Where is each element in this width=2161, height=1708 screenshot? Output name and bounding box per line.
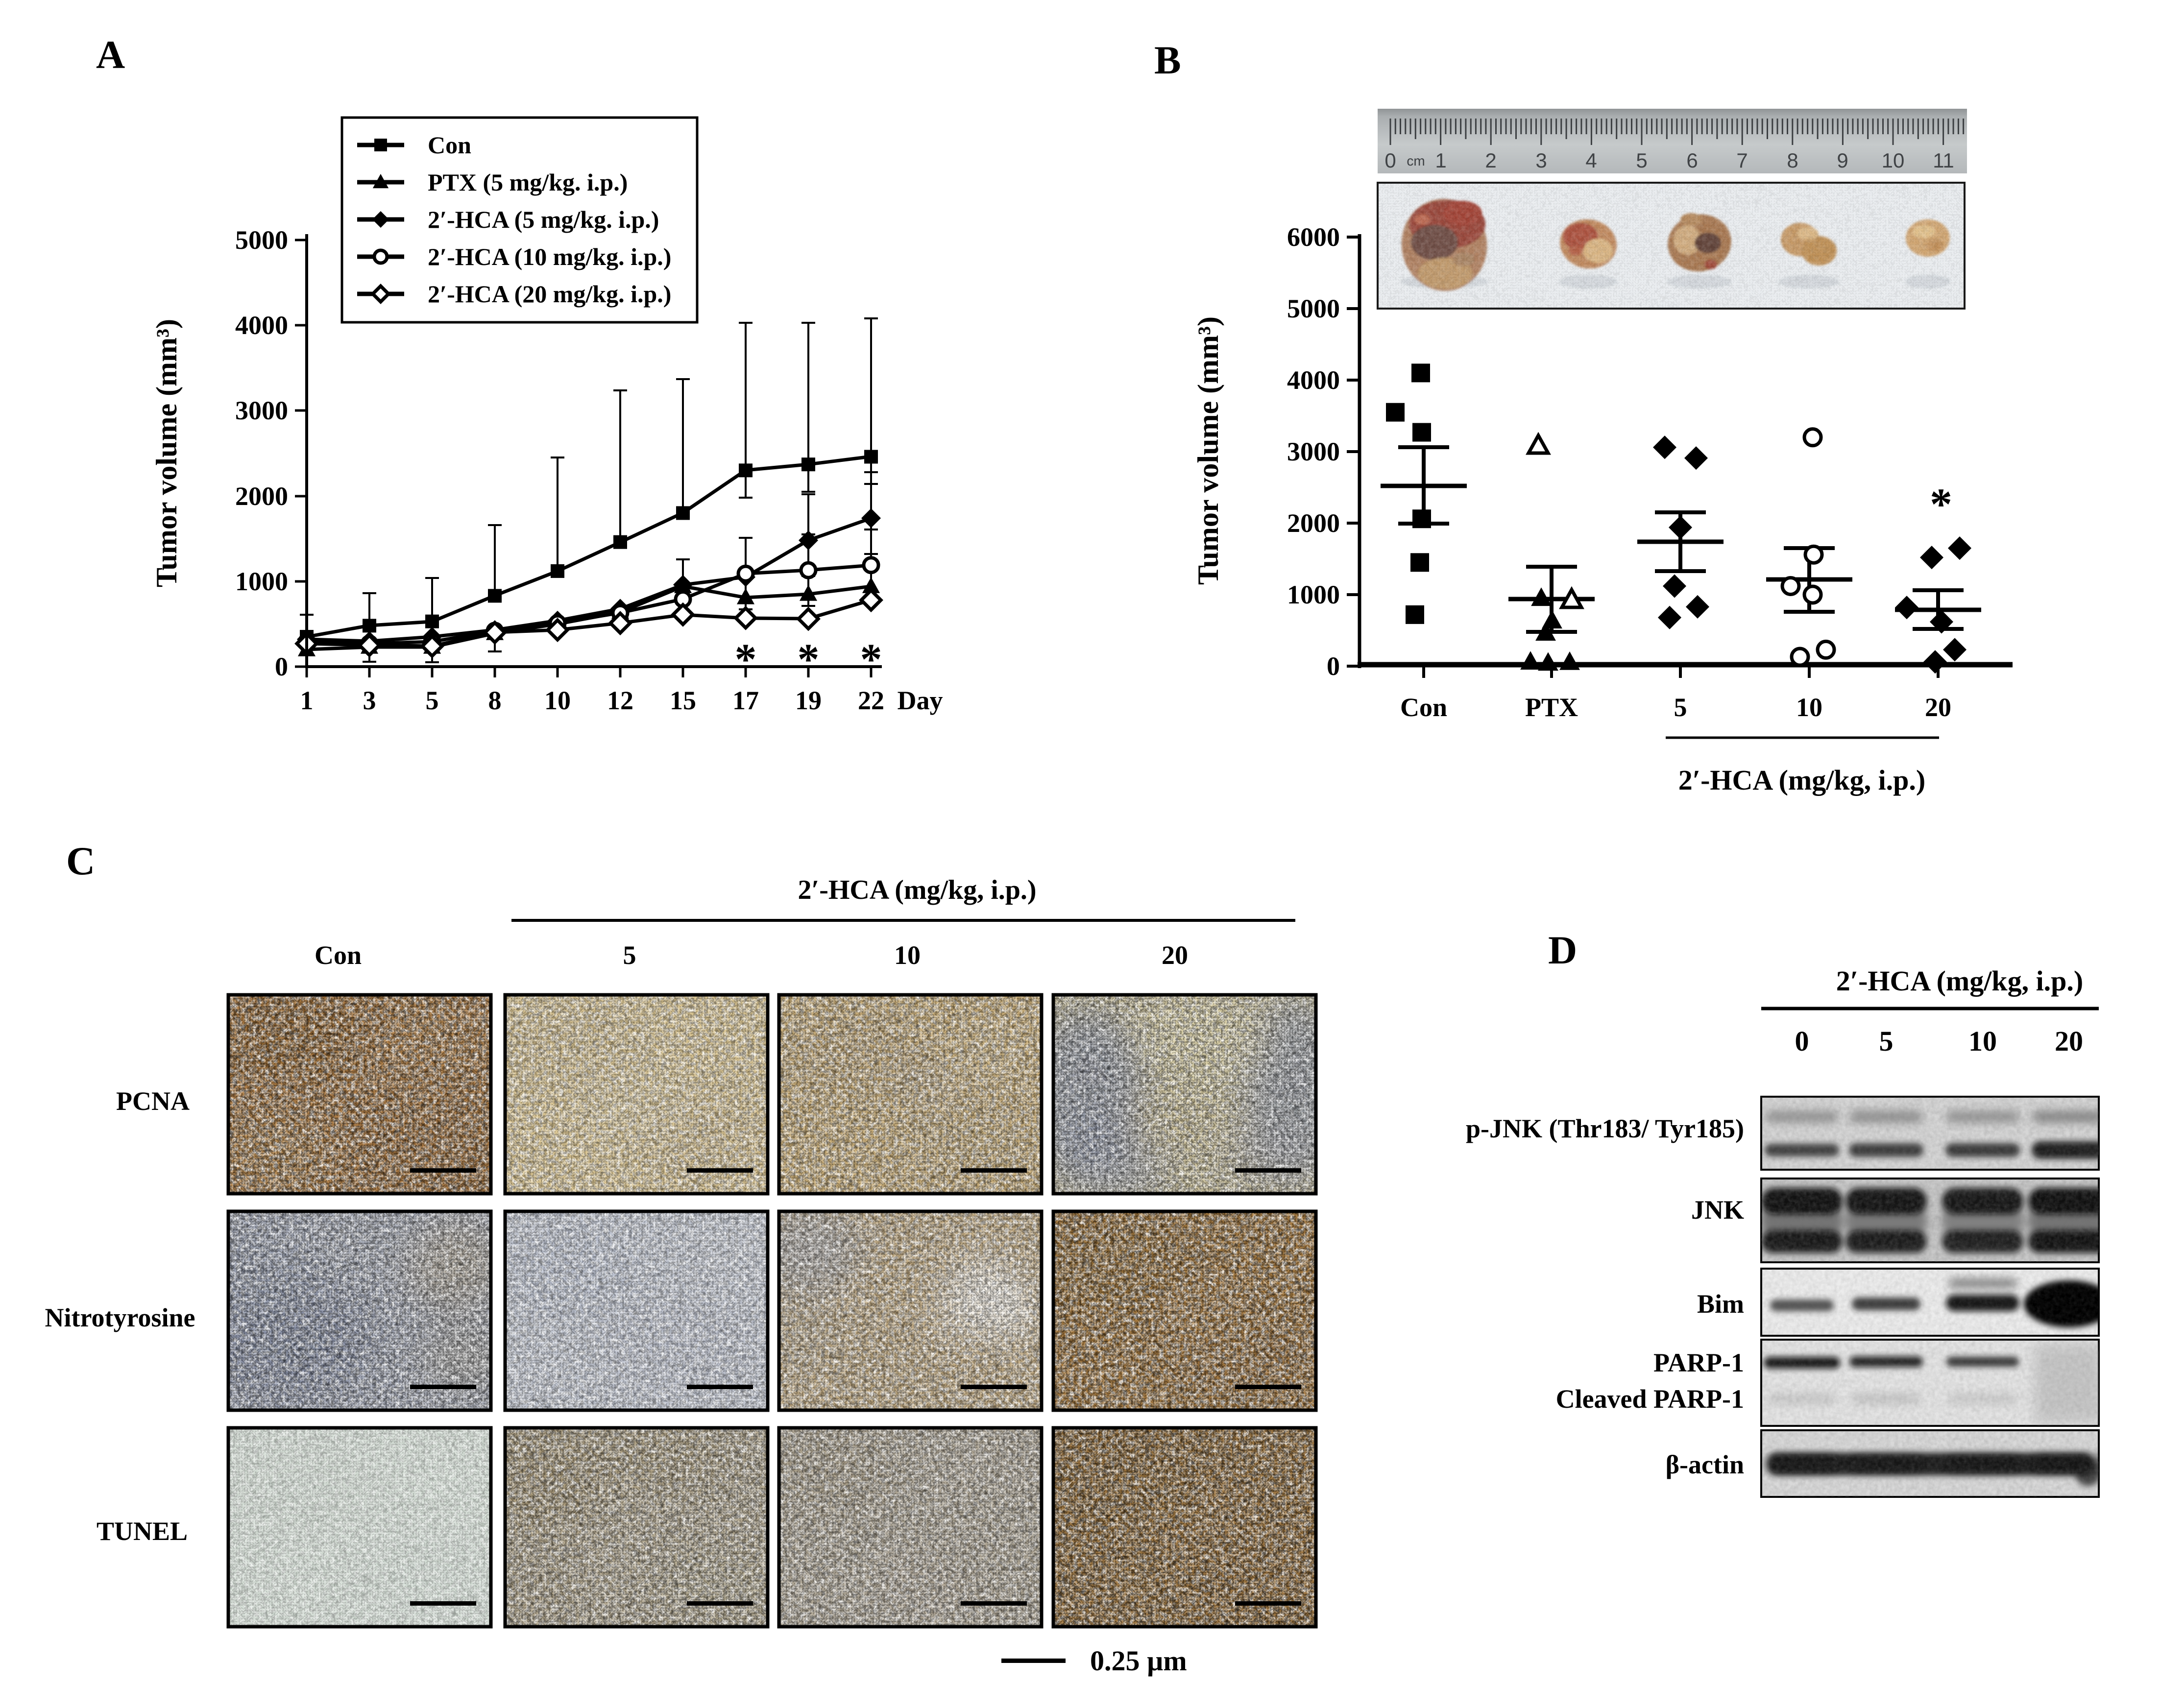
svg-text:2′-HCA (20 mg/kg. i.p.): 2′-HCA (20 mg/kg. i.p.) [428,280,671,308]
svg-text:2: 2 [1485,149,1496,172]
svg-text:B: B [1154,38,1181,82]
svg-text:0: 0 [1795,1025,1809,1057]
svg-text:Bim: Bim [1697,1289,1744,1319]
svg-text:3000: 3000 [235,396,288,425]
svg-text:Nitrotyrosine: Nitrotyrosine [45,1303,195,1332]
svg-text:20: 20 [2055,1025,2083,1057]
svg-text:C: C [66,839,95,883]
svg-text:0: 0 [1327,651,1340,681]
svg-text:Tumor volume (mm³): Tumor volume (mm³) [1192,316,1224,585]
svg-text:9: 9 [1837,149,1848,172]
svg-text:cm: cm [1407,153,1425,168]
svg-text:*: * [735,635,757,684]
svg-text:PCNA: PCNA [116,1086,190,1116]
svg-text:0.25 µm: 0.25 µm [1090,1645,1187,1677]
svg-text:10: 10 [1968,1025,1997,1057]
svg-text:D: D [1548,928,1577,972]
svg-text:TUNEL: TUNEL [97,1516,188,1546]
svg-text:5: 5 [1636,149,1647,172]
svg-text:5000: 5000 [235,225,288,255]
svg-text:β-actin: β-actin [1666,1450,1744,1479]
svg-text:2′-HCA (5 mg/kg. i.p.): 2′-HCA (5 mg/kg. i.p.) [428,206,659,233]
svg-text:Con: Con [315,940,362,970]
svg-text:1: 1 [300,686,314,715]
svg-text:19: 19 [795,686,822,715]
svg-text:4000: 4000 [1287,365,1340,395]
svg-text:Day: Day [898,686,943,715]
svg-text:10: 10 [1882,149,1905,172]
svg-text:Con: Con [1400,693,1447,722]
svg-text:2′-HCA (10 mg/kg. i.p.): 2′-HCA (10 mg/kg. i.p.) [428,243,671,270]
svg-text:11: 11 [1933,149,1954,172]
svg-text:12: 12 [607,686,633,715]
svg-text:5: 5 [1879,1025,1894,1057]
svg-text:20: 20 [1162,940,1188,970]
svg-text:5: 5 [426,686,439,715]
svg-text:0: 0 [275,652,288,681]
svg-text:5000: 5000 [1287,294,1340,323]
svg-text:2000: 2000 [235,481,288,511]
svg-text:2′-HCA (mg/kg, i.p.): 2′-HCA (mg/kg, i.p.) [1678,764,1926,796]
svg-text:3000: 3000 [1287,437,1340,466]
svg-text:*: * [860,635,882,684]
svg-text:*: * [1930,479,1952,529]
svg-text:8: 8 [488,686,502,715]
svg-text:6000: 6000 [1287,222,1340,252]
svg-text:5: 5 [1674,693,1687,722]
svg-text:PARP-1: PARP-1 [1653,1348,1744,1377]
svg-text:10: 10 [894,940,921,970]
svg-text:2′-HCA (mg/kg, i.p.): 2′-HCA (mg/kg, i.p.) [798,875,1036,905]
svg-text:8: 8 [1787,149,1798,172]
svg-text:6: 6 [1686,149,1698,172]
svg-text:2′-HCA (mg/kg, i.p.): 2′-HCA (mg/kg, i.p.) [1836,965,2084,997]
svg-text:Cleaved PARP-1: Cleaved PARP-1 [1556,1384,1744,1414]
svg-text:17: 17 [732,686,759,715]
svg-text:5: 5 [623,940,636,970]
svg-text:JNK: JNK [1691,1195,1744,1225]
svg-text:Tumor volume (mm³): Tumor volume (mm³) [150,319,183,587]
svg-text:*: * [798,635,820,684]
svg-text:2000: 2000 [1287,508,1340,538]
svg-text:PTX: PTX [1525,693,1578,722]
svg-text:10: 10 [1796,693,1822,722]
svg-text:PTX (5 mg/kg. i.p.): PTX (5 mg/kg. i.p.) [428,168,628,196]
svg-text:15: 15 [670,686,696,715]
svg-text:Con: Con [428,131,471,159]
svg-text:4000: 4000 [235,311,288,340]
svg-text:22: 22 [858,686,884,715]
svg-text:1: 1 [1435,149,1446,172]
svg-text:1000: 1000 [1287,580,1340,609]
svg-text:3: 3 [363,686,376,715]
svg-text:7: 7 [1736,149,1748,172]
svg-text:10: 10 [544,686,571,715]
svg-text:20: 20 [1925,693,1951,722]
svg-text:3: 3 [1535,149,1547,172]
svg-text:p-JNK (Thr183/ Tyr185): p-JNK (Thr183/ Tyr185) [1466,1114,1744,1143]
svg-text:1000: 1000 [235,567,288,596]
svg-text:0: 0 [1384,149,1396,172]
svg-text:A: A [96,32,125,77]
svg-text:4: 4 [1585,149,1597,172]
